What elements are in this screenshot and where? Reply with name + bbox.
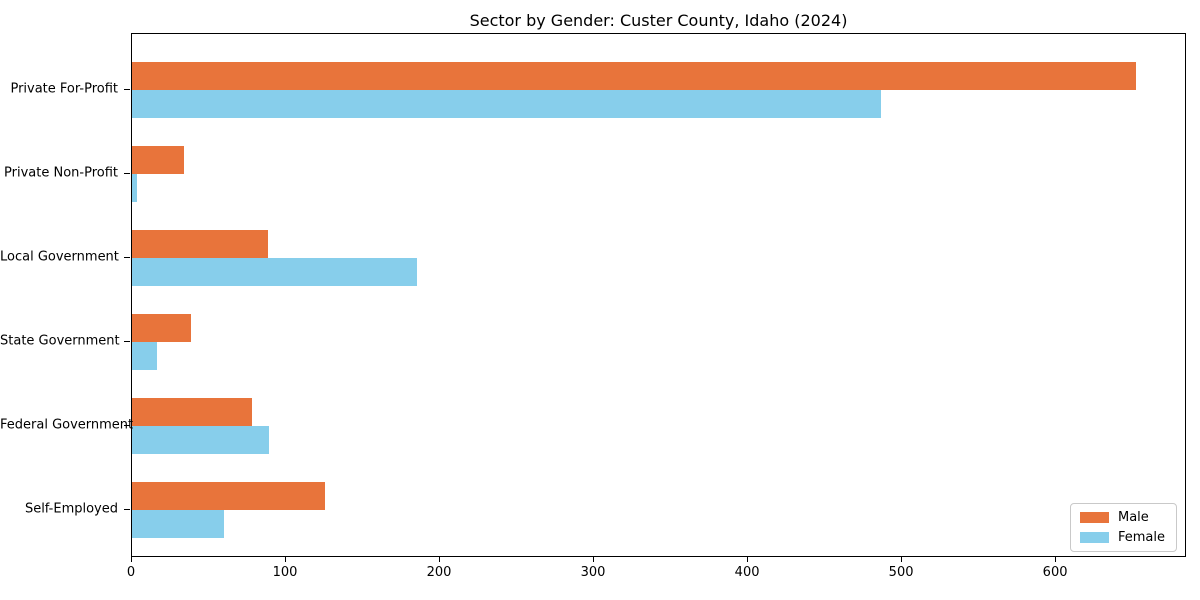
x-tick-mark <box>1055 557 1057 562</box>
bar-female-federal-government <box>132 426 270 454</box>
x-tick-mark <box>285 557 286 562</box>
bar-female-state-government <box>132 342 157 370</box>
x-tick-mark <box>901 557 903 562</box>
legend-label-male: Male <box>1117 510 1149 525</box>
legend-item-male: Male <box>1079 510 1165 525</box>
bar-female-private-for-profit <box>132 90 881 118</box>
y-axis-label-private-non-profit: Private Non-Profit <box>4 165 118 181</box>
bar-female-self-employed <box>132 510 225 538</box>
x-tick-mark <box>439 557 440 562</box>
x-axis-tick-label-200: 200 <box>426 565 452 580</box>
y-axis-label-local-government: Local Government <box>0 249 119 265</box>
x-axis-tick-label-100: 100 <box>272 565 298 580</box>
y-axis-label-federal-government: Federal Government <box>0 417 134 433</box>
x-tick-mark <box>747 557 749 562</box>
bar-male-local-government <box>132 230 268 258</box>
bar-male-private-for-profit <box>132 62 1137 90</box>
x-axis-tick-label-500: 500 <box>888 565 914 580</box>
bar-male-private-non-profit <box>132 146 185 174</box>
bar-female-local-government <box>132 258 417 286</box>
y-axis-label-self-employed: Self-Employed <box>24 501 118 517</box>
x-axis-tick-label-600: 600 <box>1042 565 1068 580</box>
y-tick-mark <box>124 257 130 258</box>
legend-swatch-male <box>1079 512 1109 523</box>
x-axis-tick-label-300: 300 <box>580 565 606 580</box>
chart-title: Sector by Gender: Custer County, Idaho (… <box>469 11 848 30</box>
plot-area: Male Female <box>131 33 1186 557</box>
legend-label-female: Female <box>1117 530 1165 545</box>
legend-item-female: Female <box>1079 530 1165 545</box>
y-tick-mark <box>124 89 130 90</box>
y-tick-mark <box>124 425 130 426</box>
bar-male-federal-government <box>132 398 253 426</box>
x-axis-tick-label-0: 0 <box>126 565 136 580</box>
y-tick-mark <box>124 341 130 342</box>
y-axis-label-state-government: State Government <box>0 333 120 349</box>
y-axis-label-private-for-profit: Private For-Profit <box>10 81 118 97</box>
x-tick-mark <box>131 557 132 562</box>
bar-male-state-government <box>132 314 191 342</box>
x-tick-mark <box>593 557 594 562</box>
y-tick-mark <box>124 509 130 510</box>
y-tick-mark <box>124 173 130 174</box>
bar-female-private-non-profit <box>132 174 137 202</box>
x-axis-tick-label-400: 400 <box>734 565 760 580</box>
bar-male-self-employed <box>132 482 325 510</box>
legend: Male Female <box>1069 503 1177 552</box>
legend-swatch-female <box>1079 532 1109 543</box>
